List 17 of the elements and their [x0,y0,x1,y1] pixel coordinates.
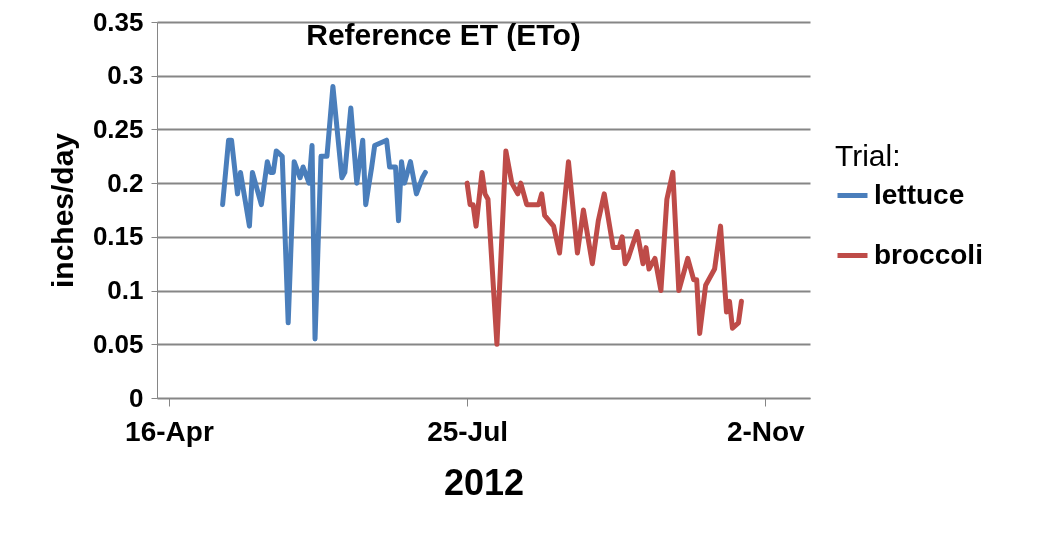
y-tick-label: 0 [129,382,144,413]
y-tick-label: 0.1 [107,275,144,306]
x-tick-label: 2-Nov [726,415,806,447]
x-tick-label: 25-Jul [427,415,509,447]
y-tick-label: 0.2 [107,167,144,198]
y-tick-label: 0.05 [92,328,144,359]
chart-title: Reference ET (ETo) [306,18,581,51]
y-tick-label: 0.25 [92,113,144,144]
y-tick-label: 0.15 [92,221,144,252]
legend-label: broccoli [874,238,983,270]
x-tick-label: 16-Apr [125,415,214,447]
y-tick-label: 0.35 [92,6,144,37]
x-axis-title: 2012 [443,461,525,503]
legend-title: Trial: [835,139,901,172]
y-tick-label: 0.3 [107,60,144,91]
y-axis-title: inches/day [45,132,79,289]
legend-label: lettuce [874,178,965,210]
